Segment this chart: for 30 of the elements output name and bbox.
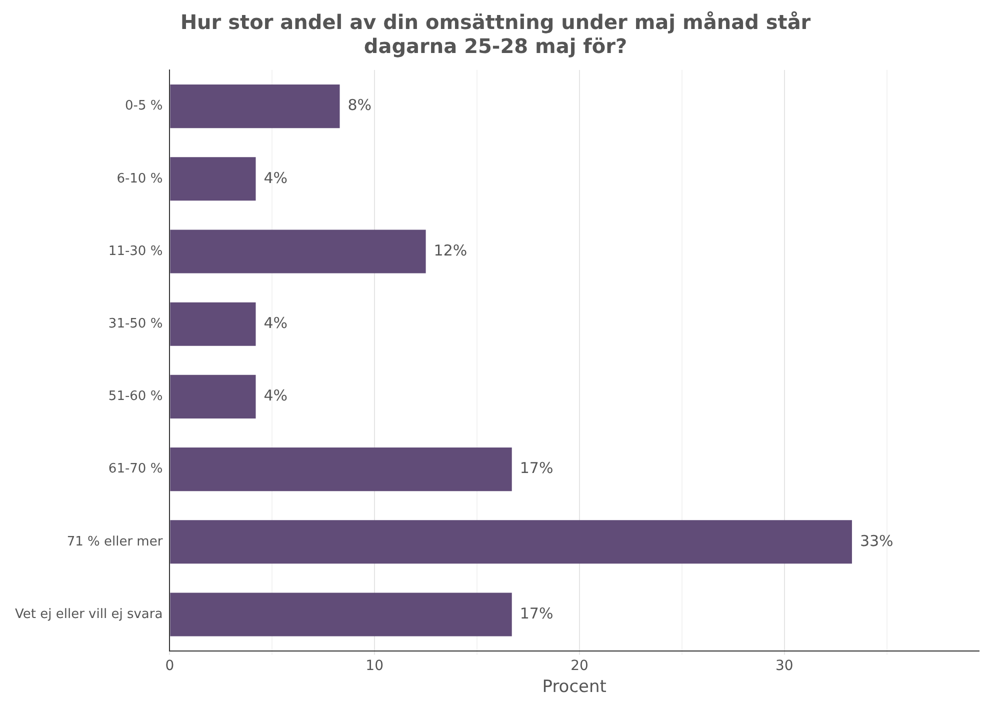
y-tick-label: 0-5 %: [124, 98, 163, 114]
bar: [170, 302, 256, 346]
data-label: 33%: [860, 532, 894, 550]
y-tick-label: 11-30 %: [108, 244, 163, 259]
data-label: 4%: [264, 314, 288, 332]
bar: [170, 230, 426, 274]
bar: [170, 374, 256, 418]
bar: [170, 592, 512, 636]
bar: [170, 157, 256, 201]
data-label: 4%: [264, 168, 288, 187]
x-tick-label: 20: [570, 658, 588, 674]
x-tick-label: 0: [165, 658, 174, 674]
y-tick-label: 31-50 %: [108, 316, 163, 332]
data-label: 12%: [434, 241, 468, 260]
bar: [170, 448, 512, 492]
y-tick-label: 61-70 %: [108, 462, 163, 477]
y-tick-label: 6-10 %: [116, 171, 163, 186]
data-label: 8%: [348, 96, 372, 114]
y-tick-label: 71 % eller mer: [66, 534, 164, 550]
data-label: 4%: [264, 386, 288, 405]
bar: [170, 520, 852, 564]
y-tick-label: 51-60 %: [108, 389, 163, 404]
y-tick-label: Vet ej eller vill ej svara: [14, 606, 163, 622]
chart-title: Hur stor andel av din omsättning under maj månad står dagarna 25-28 maj för?: [180, 10, 811, 58]
x-tick-label: 10: [366, 658, 384, 674]
data-label: 17%: [520, 459, 554, 478]
x-axis-title: Procent: [542, 677, 607, 698]
x-tick-label: 30: [775, 658, 794, 674]
bar: [170, 84, 340, 128]
data-label: 17%: [520, 604, 554, 622]
